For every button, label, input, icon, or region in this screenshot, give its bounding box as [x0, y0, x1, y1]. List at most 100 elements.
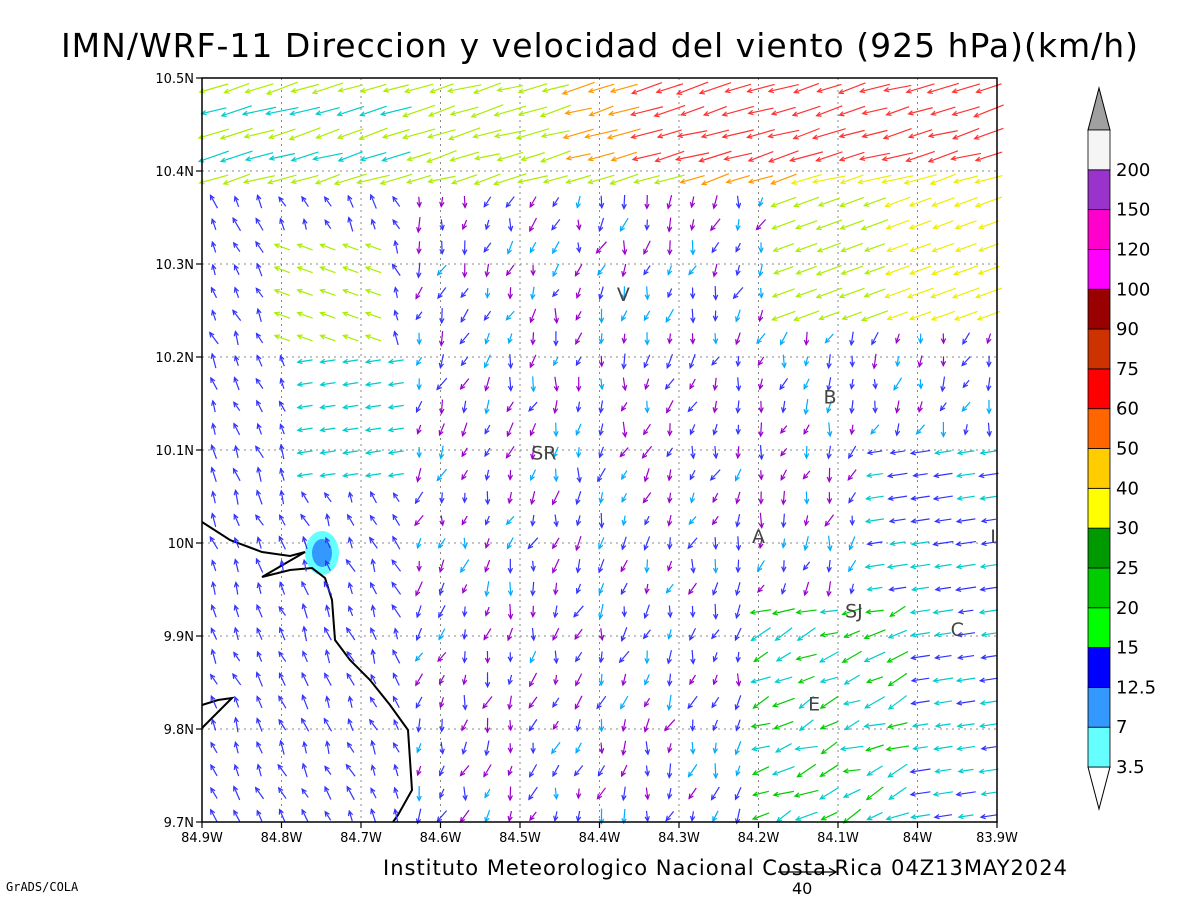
- wind-vector: [415, 356, 423, 367]
- wind-vector: [803, 424, 810, 436]
- wind-vector: [296, 404, 313, 410]
- wind-vector: [210, 580, 217, 595]
- wind-vector: [979, 449, 998, 456]
- wind-vector: [540, 130, 570, 139]
- wind-vector: [505, 445, 515, 459]
- wind-vector: [473, 153, 500, 161]
- wind-vector: [860, 219, 889, 231]
- wind-vector: [667, 743, 673, 754]
- colorbar-segment: [1087, 328, 1111, 370]
- wind-vector: [341, 472, 359, 478]
- wind-vector: [391, 604, 401, 618]
- wind-vector: [841, 650, 862, 663]
- wind-vector: [712, 719, 718, 732]
- wind-vector: [233, 626, 239, 641]
- wind-vector: [735, 332, 741, 346]
- wind-vector: [439, 718, 445, 733]
- wind-vector: [687, 695, 698, 710]
- wind-vector: [416, 718, 422, 733]
- wind-vector: [826, 377, 832, 392]
- wind-vector: [387, 472, 404, 478]
- wind-vector: [370, 787, 377, 799]
- wind-vector: [210, 352, 217, 369]
- wind-vector: [529, 650, 537, 664]
- wind-vector: [667, 423, 673, 437]
- wind-vector: [296, 472, 313, 478]
- x-tick-label: 84.2W: [738, 831, 780, 846]
- wind-vector: [507, 652, 514, 663]
- station-label: I: [990, 526, 996, 548]
- wind-vector: [912, 745, 928, 751]
- wind-vector: [712, 400, 718, 414]
- wind-vector: [794, 811, 818, 821]
- wind-vector: [314, 173, 341, 185]
- wind-vector: [794, 220, 818, 230]
- wind-vector: [839, 174, 864, 185]
- wind-vector: [889, 449, 905, 456]
- wind-vector: [931, 197, 955, 207]
- wind-vector: [415, 673, 424, 687]
- wind-vector: [789, 151, 824, 163]
- wind-vector: [773, 720, 794, 730]
- wind-vector: [620, 582, 628, 596]
- wind-vector: [679, 106, 705, 117]
- wind-vector: [278, 400, 286, 412]
- wind-vector: [687, 401, 698, 413]
- colorbar-segment: [1087, 607, 1111, 648]
- wind-vector: [256, 741, 263, 754]
- y-tick-label: 10N: [168, 537, 194, 552]
- wind-vector: [644, 286, 650, 301]
- wind-vector: [619, 447, 629, 458]
- wind-vector: [866, 811, 883, 821]
- wind-vector: [771, 219, 796, 230]
- wind-vector: [780, 400, 787, 414]
- wind-vector: [666, 694, 673, 711]
- wind-vector: [296, 427, 313, 433]
- wind-vector: [319, 311, 336, 319]
- colorbar-level-label: 7: [1116, 717, 1127, 738]
- wind-vector: [552, 720, 559, 731]
- wind-vector: [596, 695, 607, 710]
- wind-vector: [734, 604, 741, 620]
- wind-vector: [539, 150, 571, 163]
- wind-vector: [300, 717, 310, 732]
- wind-vector: [885, 812, 910, 821]
- wind-vector: [507, 581, 514, 597]
- wind-vector: [932, 609, 954, 615]
- wind-vector: [278, 196, 287, 207]
- wind-vector: [562, 128, 594, 140]
- wind-vector: [401, 104, 436, 118]
- wind-vector: [461, 741, 468, 756]
- wind-vector: [210, 490, 217, 504]
- wind-vector: [927, 150, 959, 163]
- wind-vector: [379, 173, 413, 186]
- station-label: A: [752, 526, 765, 548]
- wind-vector: [667, 673, 673, 687]
- wind-vector: [734, 468, 742, 482]
- wind-vector: [542, 175, 568, 184]
- wind-vector: [689, 492, 696, 504]
- wind-vector: [492, 173, 527, 186]
- wind-vector: [575, 719, 581, 733]
- wind-vector: [439, 399, 445, 415]
- wind-vector: [820, 811, 838, 821]
- wind-vector: [369, 193, 377, 209]
- wind-vector: [575, 490, 582, 506]
- wind-vector: [957, 654, 975, 660]
- wind-vector: [483, 242, 492, 253]
- wind-vector: [881, 175, 914, 185]
- wind-vector: [910, 586, 929, 592]
- wind-vector: [255, 377, 264, 389]
- wind-vector: [576, 242, 582, 254]
- wind-vector: [597, 264, 606, 277]
- wind-vector: [933, 813, 953, 820]
- wind-vector: [773, 265, 794, 275]
- wind-vector: [793, 82, 820, 94]
- wind-vector: [233, 581, 240, 595]
- wind-vector: [621, 764, 628, 778]
- wind-vector: [391, 263, 401, 276]
- wind-vector: [653, 104, 686, 118]
- wind-vector: [747, 107, 774, 116]
- wind-vector: [341, 311, 359, 319]
- wind-vector: [439, 765, 445, 777]
